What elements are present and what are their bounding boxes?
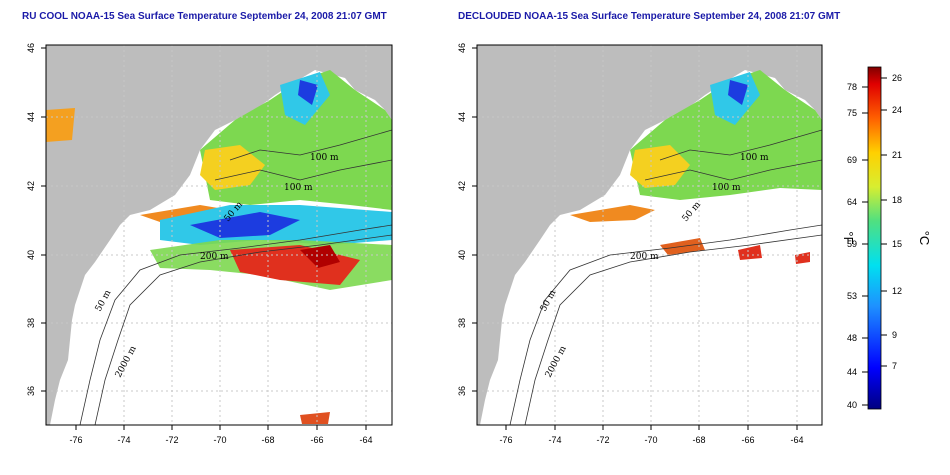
fahrenheit-tick: 69 [847, 155, 857, 165]
x-tick: -70 [644, 435, 657, 445]
land-mass [46, 45, 392, 425]
celsius-tick: 18 [892, 195, 902, 205]
y-tick: 40 [26, 250, 36, 260]
fahrenheit-label: °F [841, 231, 856, 244]
fahrenheit-tick: 40 [847, 400, 857, 410]
contour-label-100m: 100 m [310, 153, 339, 163]
land-mass [477, 45, 822, 425]
x-tick: -76 [69, 435, 82, 445]
x-tick: -68 [692, 435, 705, 445]
right-map-title: DECLOUDED NOAA-15 Sea Surface Temperatur… [458, 11, 841, 22]
x-tick: -66 [310, 435, 323, 445]
x-tick: -74 [117, 435, 130, 445]
contour-label-100m-b: 100 m [284, 183, 313, 193]
celsius-tick: 7 [892, 361, 897, 371]
celsius-tick: 26 [892, 73, 902, 83]
fahrenheit-tick: 59 [847, 239, 857, 249]
y-tick: 46 [457, 43, 467, 53]
x-tick: -70 [213, 435, 226, 445]
y-tick: 42 [26, 181, 36, 191]
x-tick: -66 [741, 435, 754, 445]
y-tick: 36 [26, 386, 36, 396]
x-tick: -64 [790, 435, 803, 445]
y-tick: 38 [457, 318, 467, 328]
contour-label-100m: 100 m [740, 153, 769, 163]
celsius-tick: 15 [892, 239, 902, 249]
celsius-label: °C [917, 231, 932, 246]
fahrenheit-tick: 75 [847, 108, 857, 118]
colorbar: 78 75 69 64 59 53 48 44 40 26 24 21 18 1… [841, 66, 932, 410]
y-tick: 44 [26, 112, 36, 122]
fahrenheit-tick: 48 [847, 333, 857, 343]
contour-label-200m: 200 m [200, 252, 229, 262]
contour-label-100m-b: 100 m [712, 183, 741, 193]
fahrenheit-tick: 64 [847, 197, 857, 207]
celsius-tick: 24 [892, 105, 902, 115]
x-tick: -72 [165, 435, 178, 445]
fahrenheit-tick: 44 [847, 367, 857, 377]
celsius-tick: 9 [892, 330, 897, 340]
fahrenheit-tick: 78 [847, 82, 857, 92]
y-tick: 40 [457, 250, 467, 260]
left-map-title: RU COOL NOAA-15 Sea Surface Temperature … [22, 11, 387, 22]
x-tick: -68 [261, 435, 274, 445]
y-tick: 42 [457, 181, 467, 191]
y-tick: 46 [26, 43, 36, 53]
x-tick: -72 [596, 435, 609, 445]
x-tick: -74 [548, 435, 561, 445]
fahrenheit-tick: 53 [847, 291, 857, 301]
right-map-panel: 100 m 100 m 50 m 200 m 50 m 2000 m -76 -… [457, 43, 823, 445]
x-tick: -76 [499, 435, 512, 445]
celsius-tick: 12 [892, 286, 902, 296]
y-tick: 38 [26, 318, 36, 328]
y-tick: 44 [457, 112, 467, 122]
left-map-panel: 100 m 100 m 50 m 200 m 50 m 2000 m -76 -… [26, 43, 393, 445]
y-tick: 36 [457, 386, 467, 396]
x-tick: -64 [359, 435, 372, 445]
celsius-tick: 21 [892, 150, 902, 160]
contour-label-200m: 200 m [630, 252, 659, 262]
